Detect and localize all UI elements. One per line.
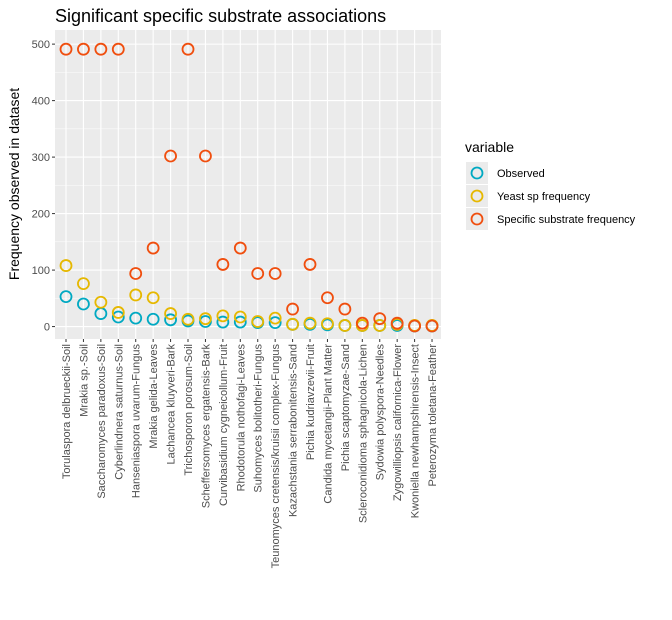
- x-tick-label: Saccharomyces paradoxus-Soil: [96, 344, 108, 499]
- y-tick-label: 300: [32, 152, 50, 164]
- data-point: [373, 312, 387, 326]
- x-tick-label: Pichia scaptomyzae-Sand: [340, 344, 352, 471]
- data-point: [59, 259, 73, 272]
- x-tick-label: Hanseniaspora uvarum-Fungus: [131, 344, 143, 499]
- data-point: [181, 312, 195, 326]
- legend: variable Observed Yeast sp frequency Speci…: [465, 139, 636, 230]
- plot-panel: [55, 30, 441, 339]
- x-tick-label: Mrakia sp.-Soil: [78, 344, 90, 417]
- data-point: [286, 302, 299, 316]
- x-tick-label: Cyberlindnera saturnus-Soil: [113, 344, 125, 480]
- data-point: [111, 42, 125, 56]
- data-point: [111, 306, 125, 319]
- data-point: [164, 307, 177, 320]
- y-tick-label: 200: [32, 209, 50, 221]
- legend-key: [466, 208, 488, 230]
- x-tick-label: Kwoniella newhampshirensis-Insect: [410, 344, 422, 518]
- chart-title: Significant specific substrate associati…: [55, 6, 386, 26]
- x-tick-label: Trichosporon porosum-Soil: [183, 344, 195, 476]
- x-tick-label: Rhodotorula nothofagi-Leaves: [235, 344, 247, 492]
- x-tick-label: Zygowilliopsis californica-Flower: [392, 344, 404, 501]
- data-point: [268, 316, 282, 330]
- data-point: [59, 42, 73, 56]
- data-point: [164, 313, 177, 327]
- data-point: [338, 319, 352, 332]
- legend-marker: [470, 212, 484, 226]
- data-point: [216, 315, 230, 329]
- legend-title: variable: [465, 139, 514, 155]
- y-tick-label: 100: [32, 265, 50, 277]
- x-tick-label: Sydowia polyspora-Needles: [375, 344, 387, 481]
- data-point: [251, 315, 265, 328]
- data-point: [129, 288, 143, 302]
- x-tick-label: Suhomyces bolitotheri-Fungus: [253, 344, 265, 493]
- data-point: [321, 291, 334, 305]
- y-tick-label: 0: [44, 322, 50, 334]
- data-point: [425, 319, 439, 333]
- data-point: [164, 149, 177, 163]
- x-tick-label: Scleroconidioma sphagnicola-Lichen: [357, 344, 369, 523]
- data-point: [146, 241, 160, 255]
- data-point: [303, 258, 317, 271]
- data-point: [94, 42, 108, 56]
- x-tick-label: Teunomyces cretensis/kruisii complex-Fun…: [270, 344, 282, 569]
- x-tick-label: Torulaspora delbrueckii-Soil: [61, 344, 73, 479]
- major-gridlines: [55, 30, 441, 339]
- x-tick-label: Candida mycetangii-Plant Matter: [322, 344, 334, 504]
- data-point: [77, 42, 90, 56]
- minor-gridlines: [55, 72, 441, 299]
- data-point: [303, 316, 317, 330]
- x-tick-label: Peterozyma toletana-Feather: [427, 344, 439, 487]
- data-point: [129, 311, 143, 325]
- data-point: [77, 277, 90, 291]
- data-point: [355, 316, 369, 330]
- legend-key: [466, 185, 488, 207]
- legend-label: Yeast sp frequency: [497, 191, 591, 203]
- y-tick-label: 400: [32, 96, 50, 108]
- data-point: [251, 267, 265, 280]
- data-points: [59, 42, 439, 333]
- data-point: [199, 312, 212, 326]
- data-point: [199, 149, 212, 163]
- x-axis: Torulaspora delbrueckii-Soil Mrakia sp.-S…: [61, 339, 439, 568]
- data-point: [94, 295, 108, 309]
- data-point: [338, 302, 352, 316]
- data-point: [146, 291, 160, 305]
- data-point: [286, 317, 299, 331]
- x-tick-label: Scheffersomyces ergatensis-Bark: [200, 344, 212, 509]
- x-tick-label: Curvibasidium cygneicollum-Fruit: [218, 344, 230, 506]
- data-point: [216, 258, 230, 271]
- legend-label: Specific substrate frequency: [497, 214, 636, 226]
- data-point: [233, 310, 247, 324]
- data-point: [268, 311, 282, 325]
- y-axis: 0 100 200 300 400 500: [32, 39, 55, 334]
- legend-key: [466, 162, 488, 184]
- data-point: [111, 310, 125, 324]
- x-tick-label: Lachancea kluyveri-Bark: [166, 344, 178, 465]
- x-tick-label: Mrakia gelida-Leaves: [148, 344, 160, 449]
- legend-marker: [470, 189, 484, 203]
- data-point: [408, 319, 422, 333]
- data-point: [233, 315, 247, 329]
- data-point: [59, 290, 73, 304]
- data-point: [216, 309, 230, 323]
- y-axis-title: Frequency observed in dataset: [6, 88, 22, 280]
- data-point: [129, 267, 143, 280]
- data-point: [321, 317, 334, 331]
- data-point: [77, 297, 90, 311]
- data-point: [146, 312, 160, 326]
- y-tick-label: 500: [32, 39, 50, 51]
- data-point: [268, 267, 282, 280]
- legend-marker: [470, 166, 484, 180]
- data-point: [233, 241, 247, 255]
- data-point: [373, 319, 387, 332]
- x-tick-label: Pichia kudriavzevii-Fruit: [305, 344, 317, 460]
- data-point: [181, 42, 195, 56]
- data-point: [390, 316, 404, 330]
- x-tick-label: Kazachstania serrabonitensis-Sand: [288, 344, 300, 517]
- legend-label: Observed: [497, 168, 545, 180]
